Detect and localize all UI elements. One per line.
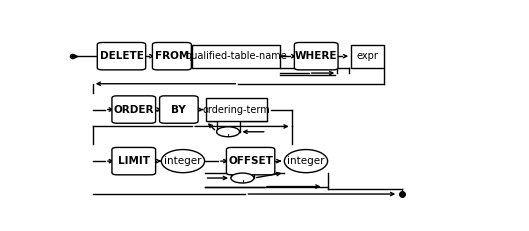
- FancyBboxPatch shape: [294, 43, 338, 70]
- Bar: [206, 98, 267, 121]
- Text: WHERE: WHERE: [295, 51, 338, 61]
- Text: expr: expr: [357, 51, 378, 61]
- Text: FROM: FROM: [155, 51, 189, 61]
- Ellipse shape: [161, 149, 205, 173]
- Text: ordering-term: ordering-term: [203, 105, 270, 115]
- Bar: [192, 45, 280, 68]
- Bar: [351, 45, 384, 68]
- Text: ,: ,: [226, 128, 230, 138]
- Text: integer: integer: [287, 156, 325, 166]
- FancyBboxPatch shape: [112, 96, 156, 123]
- Ellipse shape: [284, 149, 327, 173]
- Circle shape: [231, 173, 254, 183]
- Text: OFFSET: OFFSET: [228, 156, 273, 166]
- Text: integer: integer: [164, 156, 202, 166]
- Circle shape: [216, 127, 240, 137]
- Text: ORDER: ORDER: [114, 105, 154, 115]
- Text: BY: BY: [171, 105, 186, 115]
- FancyBboxPatch shape: [112, 147, 156, 175]
- FancyBboxPatch shape: [152, 43, 191, 70]
- Text: LIMIT: LIMIT: [118, 156, 150, 166]
- Text: DELETE: DELETE: [99, 51, 143, 61]
- FancyBboxPatch shape: [97, 43, 145, 70]
- Text: ,: ,: [241, 174, 244, 184]
- FancyBboxPatch shape: [160, 96, 198, 123]
- FancyBboxPatch shape: [226, 147, 275, 175]
- Text: qualified-table-name: qualified-table-name: [185, 51, 287, 61]
